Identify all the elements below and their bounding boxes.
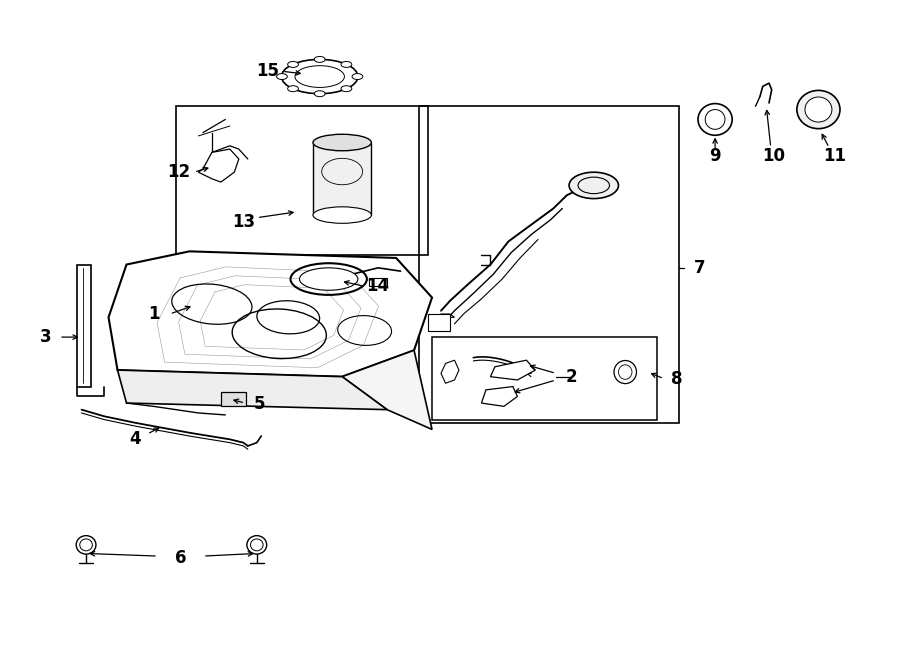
Ellipse shape — [295, 65, 345, 87]
Polygon shape — [436, 314, 454, 317]
Polygon shape — [491, 360, 536, 380]
Ellipse shape — [80, 308, 86, 314]
Bar — [313, 143, 372, 215]
Bar — [220, 392, 246, 407]
Ellipse shape — [80, 354, 86, 360]
Ellipse shape — [76, 535, 96, 554]
Bar — [418, 106, 680, 423]
Ellipse shape — [314, 56, 325, 62]
Text: 10: 10 — [762, 147, 785, 165]
Text: 1: 1 — [148, 305, 159, 323]
Ellipse shape — [352, 73, 363, 79]
Polygon shape — [198, 149, 238, 182]
Text: 7: 7 — [694, 259, 706, 277]
Ellipse shape — [341, 61, 352, 67]
Ellipse shape — [288, 86, 299, 92]
Ellipse shape — [300, 268, 358, 290]
Ellipse shape — [276, 73, 287, 79]
Text: 12: 12 — [167, 163, 190, 181]
Ellipse shape — [313, 207, 372, 223]
Polygon shape — [118, 370, 387, 410]
Text: 14: 14 — [366, 278, 390, 295]
Text: 8: 8 — [670, 369, 682, 387]
Ellipse shape — [569, 173, 618, 198]
Ellipse shape — [614, 360, 636, 383]
Polygon shape — [342, 350, 432, 430]
Ellipse shape — [80, 278, 86, 284]
Text: 13: 13 — [232, 213, 255, 231]
Ellipse shape — [805, 97, 832, 122]
Ellipse shape — [282, 59, 358, 94]
Polygon shape — [482, 387, 517, 407]
Polygon shape — [441, 360, 459, 383]
Bar — [428, 314, 450, 330]
Bar — [369, 278, 387, 286]
Ellipse shape — [314, 91, 325, 97]
Bar — [176, 106, 428, 254]
Ellipse shape — [288, 61, 299, 67]
Text: 15: 15 — [256, 62, 279, 80]
Text: 4: 4 — [130, 430, 141, 448]
Text: 5: 5 — [254, 395, 266, 413]
Polygon shape — [77, 264, 91, 387]
Text: 11: 11 — [824, 147, 846, 165]
Ellipse shape — [796, 91, 840, 129]
Text: 3: 3 — [40, 328, 51, 346]
Text: 9: 9 — [709, 147, 721, 165]
Ellipse shape — [247, 535, 266, 554]
Text: 6: 6 — [175, 549, 186, 567]
Ellipse shape — [341, 86, 352, 92]
Polygon shape — [109, 251, 432, 377]
Ellipse shape — [313, 134, 372, 151]
Bar — [432, 337, 657, 420]
Text: 2: 2 — [565, 368, 577, 385]
